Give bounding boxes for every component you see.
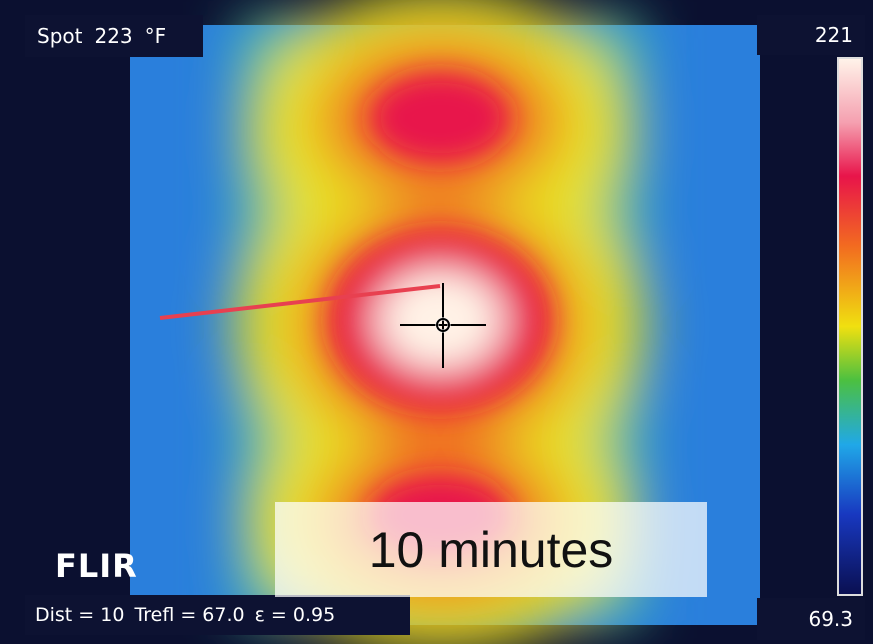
spot-unit: °F xyxy=(145,24,167,48)
caption: 10 minutes xyxy=(275,502,707,597)
spot-label: Spot xyxy=(37,24,82,48)
brand-logo: FLIR xyxy=(55,547,138,585)
thermal-screen: Spot 223 °F 221 69.3 Dist = 10 Trefl = 6… xyxy=(0,0,873,644)
scale-min: 69.3 xyxy=(808,607,853,631)
scale-min-box: 69.3 xyxy=(757,598,865,640)
spot-value: 223 xyxy=(94,24,132,48)
reflected-temp: Trefl = 67.0 xyxy=(134,604,244,626)
params-box: Dist = 10 Trefl = 67.0 ε = 0.95 xyxy=(25,595,410,635)
scale-max: 221 xyxy=(815,23,853,47)
color-scale xyxy=(838,58,862,595)
distance: Dist = 10 xyxy=(35,604,124,626)
spot-box: Spot 223 °F xyxy=(25,15,203,57)
scale-max-box: 221 xyxy=(757,15,865,55)
emissivity: ε = 0.95 xyxy=(255,604,336,626)
